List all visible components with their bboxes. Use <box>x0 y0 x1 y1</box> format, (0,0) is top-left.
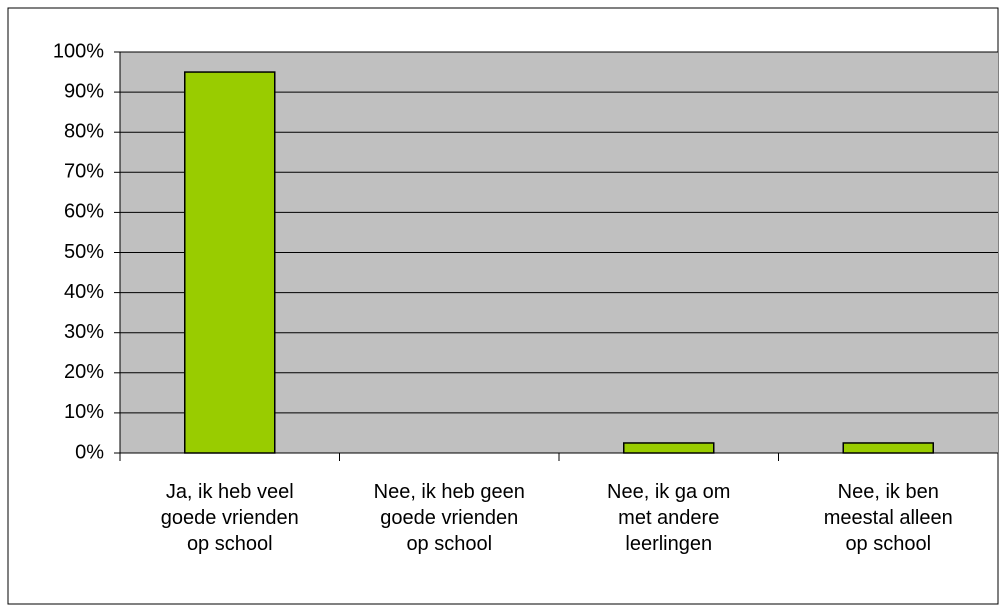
bar <box>842 442 934 454</box>
y-tick-label: 60% <box>64 201 104 223</box>
y-tick-label: 10% <box>64 401 104 423</box>
x-tick-label: Nee, ik heb geen goede vrienden op schoo… <box>373 481 525 555</box>
y-tick-label: 90% <box>64 80 104 102</box>
y-tick-label: 20% <box>64 361 104 383</box>
x-tick-label: Ja, ik heb veel goede vrienden op school <box>160 481 299 555</box>
bar <box>623 442 715 454</box>
bar <box>184 71 276 454</box>
y-tick-label: 100% <box>53 40 104 62</box>
x-tick-label: Nee, ik ga om met andere leerlingen <box>607 481 731 555</box>
y-tick-label: 70% <box>64 161 104 183</box>
y-tick-label: 50% <box>64 241 104 263</box>
y-tick-label: 0% <box>75 441 104 463</box>
y-tick-label: 40% <box>64 281 104 303</box>
y-tick-label: 80% <box>64 120 104 142</box>
y-tick-label: 30% <box>64 321 104 343</box>
x-tick-label: Nee, ik ben meestal alleen op school <box>823 481 953 555</box>
